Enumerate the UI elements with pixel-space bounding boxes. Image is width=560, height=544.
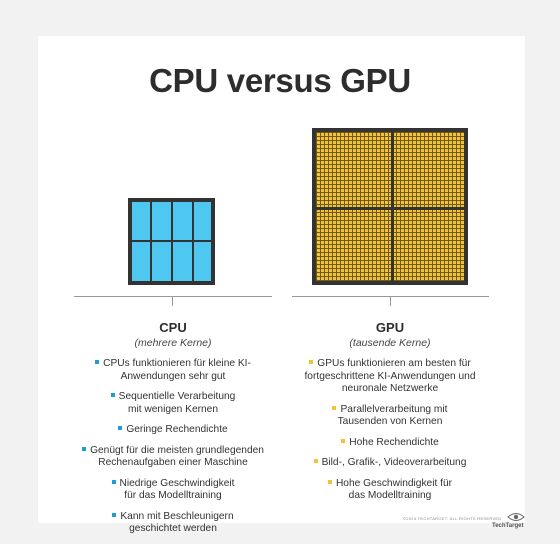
gpu-bullet-icon bbox=[309, 360, 314, 364]
cpu-feature-text: CPUs funktionieren für kleine KI- bbox=[103, 358, 251, 369]
gpu-feature-item: GPUs funktionieren am besten für fortgesc… bbox=[282, 358, 498, 396]
cpu-core bbox=[194, 202, 211, 240]
cpu-bullet-icon bbox=[111, 479, 116, 484]
brand-logo-text: TechTarget bbox=[492, 523, 524, 529]
cpu-feature-item: Niedrige Geschwindigkeit für das Modelltr… bbox=[62, 478, 284, 503]
cpu-bullet-icon bbox=[110, 393, 115, 397]
copyright-text: ©2024 TECHTARGET. ALL RIGHTS RESERVED bbox=[403, 516, 502, 521]
cpu-subtitle: (mehrere Kerne) bbox=[134, 337, 212, 349]
cpu-heading: CPU bbox=[159, 320, 187, 335]
gpu-bullet-icon bbox=[313, 459, 318, 463]
cpu-feature-item: Genügt für die meisten grundlegenden Rech… bbox=[62, 445, 284, 470]
gpu-quadrant-divider bbox=[316, 207, 464, 210]
cpu-feature-text: Geringe Rechendichte bbox=[126, 424, 228, 435]
cpu-baseline bbox=[74, 296, 272, 297]
cpu-core bbox=[194, 242, 211, 281]
gpu-feature-text: GPUs funktionieren am besten für bbox=[317, 358, 471, 369]
gpu-feature-item: Parallelverarbeitung mit Tausenden von Ke… bbox=[282, 404, 498, 429]
cpu-feature-text: Niedrige Geschwindigkeit bbox=[119, 477, 235, 489]
cpu-core bbox=[152, 202, 171, 240]
gpu-feature-text: Parallelverarbeitung mit bbox=[340, 403, 448, 415]
cpu-bullet-icon bbox=[95, 360, 100, 364]
gpu-feature-list: GPUs funktionieren am besten für fortgesc… bbox=[282, 358, 498, 503]
cpu-feature-item: Sequentielle Verarbeitung mit wenigen Ker… bbox=[62, 391, 284, 416]
gpu-heading: GPU bbox=[375, 320, 405, 335]
techtarget-eye-icon bbox=[507, 513, 525, 521]
gpu-bullet-icon bbox=[341, 438, 346, 443]
gpu-feature-item: Hohe Rechendichte bbox=[282, 437, 498, 450]
gpu-quadrant-divider bbox=[391, 132, 394, 281]
gpu-feature-text: das Modelltraining bbox=[348, 490, 432, 501]
gpu-subtitle: (tausende Kerne) bbox=[349, 337, 431, 349]
gpu-feature-text: Hohe Rechendichte bbox=[349, 436, 439, 448]
cpu-core bbox=[152, 242, 171, 281]
gpu-feature-text: Hohe Geschwindigkeit für bbox=[335, 477, 453, 489]
gpu-feature-item: Hohe Geschwindigkeit für das Modelltraini… bbox=[282, 478, 498, 503]
gpu-baseline-tick bbox=[390, 297, 391, 306]
gpu-bullet-icon bbox=[327, 479, 332, 484]
cpu-feature-text: Rechenaufgaben einer Maschine bbox=[98, 457, 248, 468]
gpu-feature-text: Tausenden von Kernen bbox=[337, 416, 443, 427]
cpu-bullet-icon bbox=[82, 446, 87, 451]
gpu-feature-text: fortgeschrittene KI-Anwendungen und bbox=[304, 370, 476, 382]
cpu-feature-text: geschichtet werden bbox=[129, 523, 217, 534]
gpu-feature-text: Bild-, Grafik-, Videoverarbeitung bbox=[321, 457, 467, 468]
cpu-feature-item: CPUs funktionieren für kleine KI- Anwendu… bbox=[62, 358, 284, 383]
cpu-baseline-tick bbox=[172, 297, 173, 306]
cpu-core bbox=[173, 242, 192, 281]
cpu-feature-text: Sequentielle Verarbeitung bbox=[118, 391, 236, 402]
cpu-feature-item: Geringe Rechendichte bbox=[62, 424, 284, 437]
cpu-feature-list: CPUs funktionieren für kleine KI- Anwendu… bbox=[62, 358, 284, 536]
cpu-core bbox=[132, 202, 150, 240]
cpu-feature-text: Genügt für die meisten grundlegenden bbox=[90, 444, 264, 456]
cpu-feature-text: Anwendungen sehr gut bbox=[120, 370, 226, 382]
cpu-feature-text: Kann mit Beschleunigern bbox=[120, 510, 234, 522]
gpu-bullet-icon bbox=[332, 405, 337, 410]
cpu-bullet-icon bbox=[112, 512, 117, 517]
cpu-chip-illustration bbox=[128, 198, 215, 285]
gpu-column: GPU (tausende Kerne) GPUs funktionieren … bbox=[282, 320, 498, 511]
gpu-feature-item: Bild-, Grafik-, Videoverarbeitung bbox=[282, 457, 498, 470]
cpu-feature-item: Kann mit Beschleunigern geschichtet werde… bbox=[62, 511, 284, 536]
gpu-chip-illustration bbox=[312, 128, 468, 285]
cpu-core bbox=[132, 242, 150, 281]
page-title: CPU versus GPU bbox=[149, 62, 411, 99]
gpu-feature-text: neuronale Netzwerke bbox=[341, 383, 439, 394]
cpu-column: CPU (mehrere Kerne) CPUs funktionieren f… bbox=[62, 320, 284, 544]
cpu-bullet-icon bbox=[118, 426, 123, 430]
gpu-baseline bbox=[292, 296, 489, 297]
cpu-feature-text: für das Modelltraining bbox=[124, 490, 222, 501]
cpu-feature-text: mit wenigen Kernen bbox=[127, 403, 219, 415]
cpu-core bbox=[173, 202, 192, 240]
